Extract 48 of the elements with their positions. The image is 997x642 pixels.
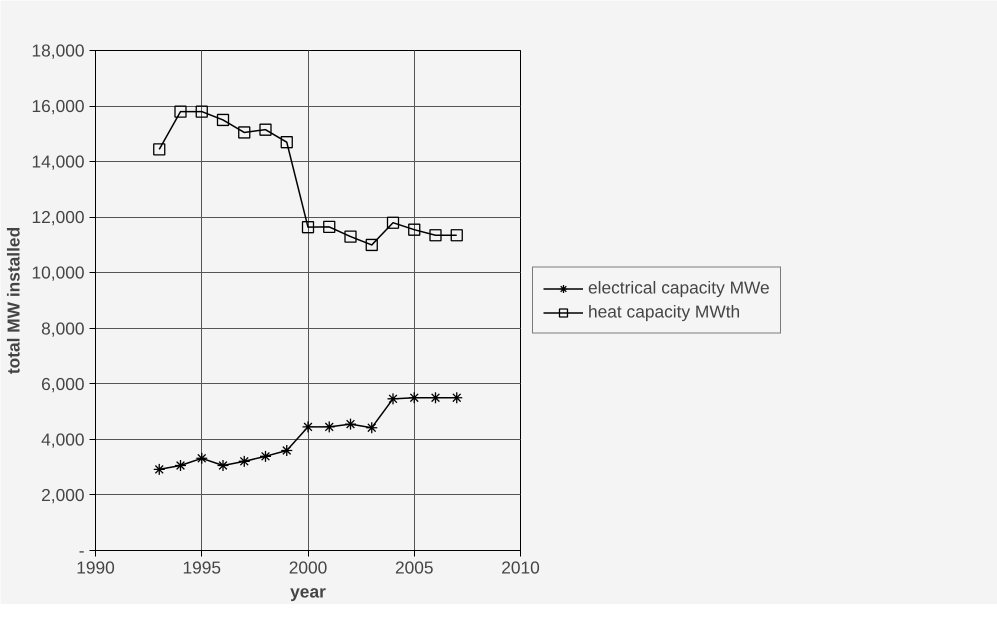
point: [366, 422, 378, 434]
y-tick-label: 12,000: [32, 207, 84, 228]
point: [450, 229, 463, 242]
point: [323, 220, 336, 234]
x-tick-label: 1995: [182, 558, 222, 578]
y-tick-label: 6,000: [41, 374, 85, 394]
y-tick-label: 8,000: [41, 318, 85, 338]
point: [323, 420, 336, 434]
point: [216, 114, 230, 126]
point: [450, 392, 463, 404]
x-tick-label: 2000: [288, 558, 328, 578]
point: [259, 124, 272, 136]
y-axis-title: total MW installed: [4, 226, 24, 374]
y-tick-label: 4,000: [41, 429, 85, 450]
point: [408, 224, 420, 236]
point: [344, 230, 357, 243]
y-tick-label: 2,000: [41, 484, 85, 505]
legend-label: heat capacity MWth: [588, 302, 740, 322]
point: [153, 463, 166, 476]
y-tick-label: -: [78, 540, 85, 560]
point: [386, 392, 400, 405]
y-tick-label: 14,000: [32, 152, 84, 172]
x-tick-label: 2010: [501, 558, 540, 578]
legend-label: electrical capacity MWe: [588, 278, 770, 298]
point: [196, 105, 208, 118]
y-tick-label: 16,000: [32, 96, 84, 116]
point: [216, 459, 230, 472]
x-tick-label: 1990: [76, 558, 115, 578]
point: [238, 126, 250, 139]
point: [174, 105, 187, 118]
point: [280, 136, 293, 148]
point: [302, 420, 314, 434]
y-tick-label: 18,000: [32, 40, 84, 60]
point: [259, 450, 272, 462]
point: [196, 452, 208, 464]
point: [174, 459, 187, 472]
point: [429, 229, 442, 242]
y-tick-label: 10,000: [32, 262, 84, 283]
point: [386, 216, 400, 229]
point: [344, 418, 357, 430]
point: [280, 444, 293, 457]
point: [408, 392, 420, 404]
point: [302, 221, 314, 234]
point: [238, 455, 250, 468]
x-axis-title: year: [290, 582, 326, 602]
x-tick-label: 2005: [394, 558, 434, 578]
point: [153, 143, 166, 156]
point: [366, 238, 378, 252]
